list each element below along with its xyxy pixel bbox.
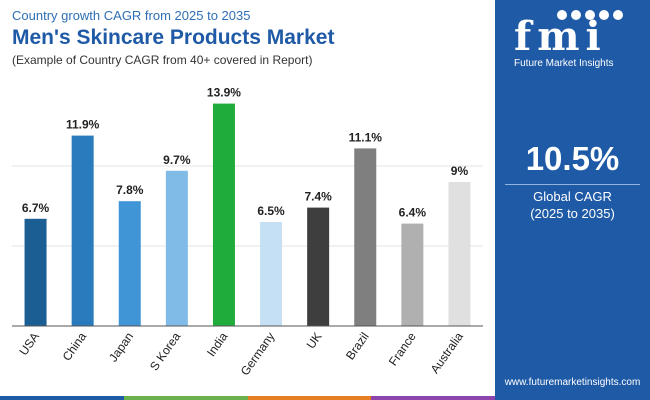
chart-subtitle: Country growth CAGR from 2025 to 2035 [12,8,251,23]
bar-france [401,223,424,326]
bar-chart: 6.7% USA 11.9% China 7.8% Japan 9.7% S Korea 13.… [12,86,483,378]
bottom-bar-segment [247,396,372,400]
bottom-bar-segment [371,396,495,400]
global-cagr-label: Global CAGR [533,189,612,204]
data-label: 9.7% [163,153,191,167]
data-label: 11.1% [349,130,383,144]
data-label: 6.4% [399,206,427,220]
bar-india [212,103,235,326]
chart-title: Men's Skincare Products Market [12,26,335,49]
bottom-bar-segment [0,396,124,400]
bar-china [71,135,94,326]
logo-letters: fmi [514,13,607,60]
global-cagr-value: 10.5% [525,140,620,177]
data-label: 9% [451,164,469,178]
global-cagr-period: (2025 to 2035) [530,206,615,221]
data-label: 6.5% [257,204,285,218]
tick-label: Germany [238,330,278,378]
chart-note: (Example of Country CAGR from 40+ covere… [12,53,313,67]
data-label: 7.8% [116,183,144,197]
bar-s-korea [165,170,188,326]
data-label: 6.7% [22,201,50,215]
logo-caption: Future Market Insights [514,58,614,69]
bottom-color-bar [0,396,495,400]
bar-usa [24,218,47,326]
bottom-bar-segment [123,396,248,400]
bar-japan [118,201,141,326]
bar-brazil [354,148,377,326]
cagr-divider [505,184,640,185]
chart-header: Country growth CAGR from 2025 to 2035 Me… [12,8,482,68]
tick-label: UK [304,330,325,352]
fmi-logo: fmi Future Market Insights [512,8,634,70]
bar-germany [260,222,283,326]
data-label: 13.9% [207,86,241,100]
logo-icons [557,10,623,20]
data-label: 11.9% [66,118,100,132]
website-link[interactable]: www.futuremarketinsights.com [504,377,641,388]
data-label: 7.4% [304,190,332,204]
tick-label: Australia [428,329,466,376]
tick-label: Brazil [343,330,372,363]
tick-label: France [386,329,419,368]
tick-label: India [204,329,231,359]
tick-label: China [60,329,90,363]
side-panel: fmi Future Market Insights 10.5% Global … [495,0,650,400]
bar-australia [448,182,471,326]
tick-label: S Korea [147,329,184,373]
tick-label: Japan [106,330,136,365]
bar-uk [307,207,330,326]
tick-label: USA [16,330,42,358]
